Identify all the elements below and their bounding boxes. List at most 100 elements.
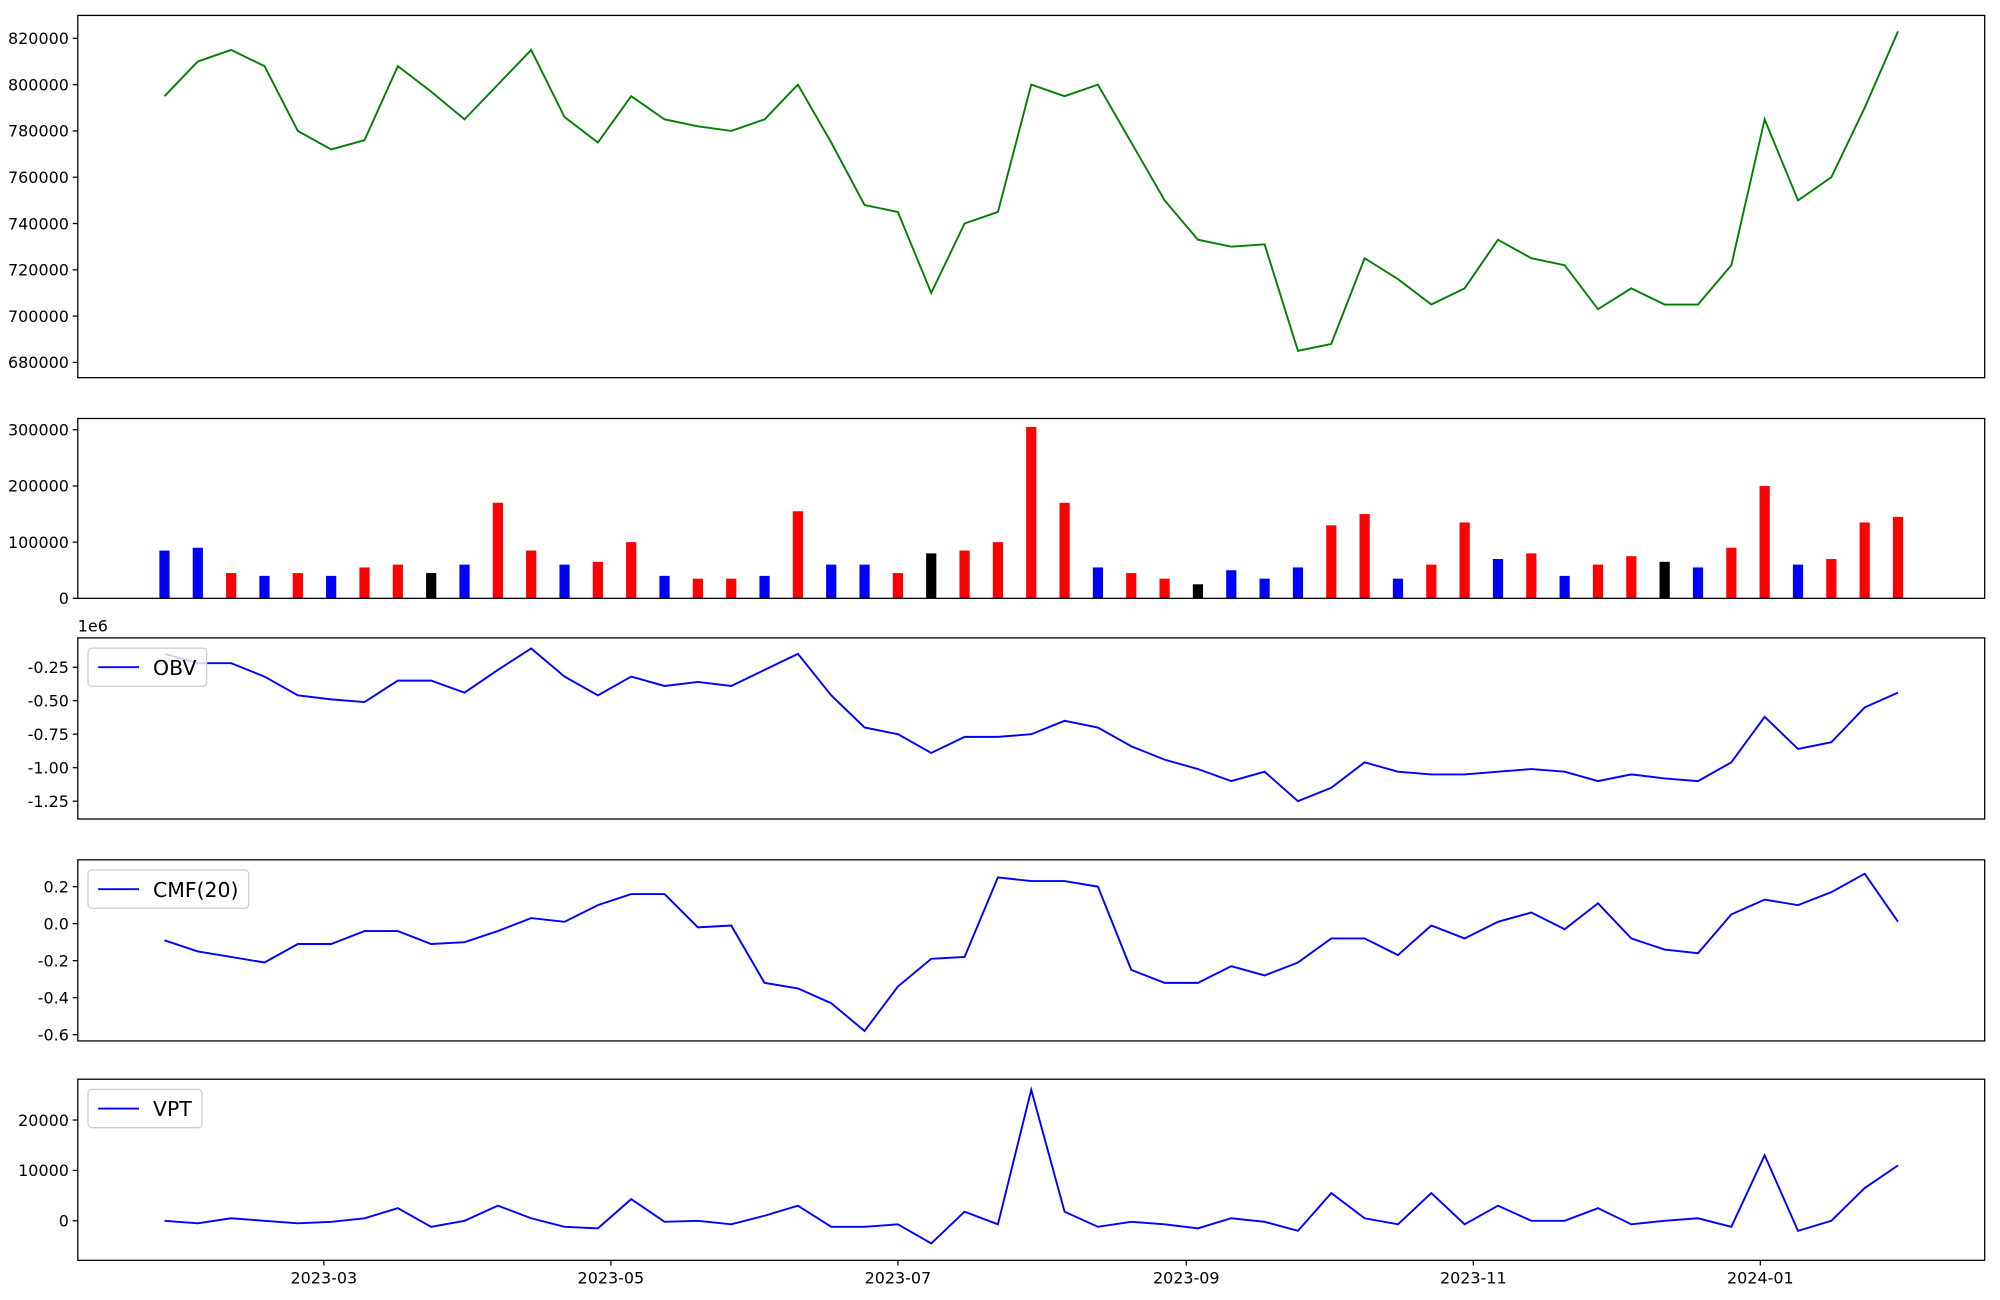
y-tick-label: 0.2 [44, 877, 69, 896]
volume-bar [992, 542, 1004, 599]
volume-bar [1726, 547, 1737, 599]
y-tick-label: 680000 [8, 353, 69, 372]
y-tick-label: 720000 [8, 261, 69, 280]
legend-label: VPT [153, 1097, 192, 1121]
volume-bar [1826, 559, 1837, 599]
y-tick-label: 20000 [18, 1111, 69, 1130]
y-tick-label: -1.25 [28, 792, 69, 811]
volume-bar [626, 542, 637, 599]
volume-bar [726, 578, 737, 599]
legend-box [87, 1088, 203, 1129]
volume-bar [1126, 573, 1137, 599]
volume-bar [426, 573, 437, 599]
x-tick-label: 2023-11 [1440, 1268, 1507, 1287]
plot-frame [77, 859, 1986, 1042]
plot-frame [77, 417, 1986, 599]
y-tick-label: 820000 [8, 29, 69, 48]
volume-bar [526, 550, 537, 599]
volume-bar [359, 567, 370, 599]
volume-bar [1092, 567, 1104, 599]
volume-bar [1626, 556, 1637, 599]
volume-bar [1359, 514, 1370, 599]
y-tick-label: -0.25 [28, 658, 69, 677]
y-tick-label: -0.2 [38, 951, 69, 970]
volume-bar [326, 575, 337, 599]
volume-bar [1159, 578, 1170, 599]
data-line [164, 647, 1899, 803]
volume-bar [492, 502, 503, 599]
legend-box [87, 869, 250, 909]
y-tick-label: 740000 [8, 214, 69, 233]
y-tick-label: -0.75 [28, 725, 69, 744]
volume-bar [592, 561, 603, 599]
volume-bar [1259, 578, 1270, 599]
volume-bar [1559, 575, 1570, 599]
y-tick-label: 780000 [8, 122, 69, 141]
plot-frame [77, 637, 1986, 820]
volume-bar [959, 550, 970, 599]
plot-frame [77, 1078, 1986, 1261]
x-tick-label: 2023-07 [865, 1268, 932, 1287]
y-tick-label: 200000 [8, 477, 69, 496]
volume-bar [159, 550, 170, 599]
y-tick-label: -0.4 [38, 988, 69, 1007]
volume-bar [1492, 559, 1504, 599]
volume-bar [1192, 584, 1204, 599]
y-tick-label: -0.6 [38, 1025, 69, 1044]
y-tick-label: 760000 [8, 168, 69, 187]
y-tick-label: -1.00 [28, 758, 69, 777]
volume-bar [1659, 561, 1670, 599]
volume-bar [1226, 570, 1237, 599]
volume-bar [1326, 525, 1337, 599]
volume-bar [1592, 564, 1604, 599]
y-tick-label: 0.0 [44, 914, 69, 933]
volume-bar [759, 575, 770, 599]
volume-bar [292, 573, 303, 599]
volume-bar [1792, 564, 1804, 599]
y-tick-label: 700000 [8, 307, 69, 326]
volume-bar [1059, 502, 1070, 599]
volume-bar [659, 575, 670, 599]
volume-bar [1692, 567, 1704, 599]
volume-bar [926, 553, 937, 599]
volume-bar [192, 547, 203, 599]
volume-bar [859, 564, 870, 599]
volume-bar [559, 564, 570, 599]
data-line [163, 31, 1899, 352]
volume-bar [392, 564, 403, 599]
volume-bar [692, 578, 703, 599]
volume-bar [1759, 485, 1770, 599]
volume-bar [1892, 516, 1904, 599]
volume-bar [826, 564, 837, 599]
y-tick-label: 0 [59, 1212, 69, 1231]
y-tick-label: 800000 [8, 75, 69, 94]
x-tick-label: 2023-03 [291, 1268, 358, 1287]
volume-bar [892, 573, 904, 599]
data-line [164, 1085, 1899, 1245]
y-tick-label: -0.50 [28, 691, 69, 710]
legend-box [87, 647, 208, 687]
volume-bar [459, 564, 470, 599]
y-tick-label: 10000 [18, 1161, 69, 1180]
volume-bar [1859, 522, 1870, 599]
volume-bar [226, 573, 237, 599]
volume-bar [1392, 578, 1404, 599]
volume-bar [1459, 522, 1470, 599]
data-line [164, 872, 1899, 1033]
legend-label: OBV [153, 656, 196, 680]
volume-bar [1026, 426, 1037, 599]
y-tick-label: 300000 [8, 420, 69, 439]
y-tick-label: 0 [59, 589, 69, 608]
volume-bar [792, 511, 803, 599]
legend-label: CMF(20) [153, 878, 238, 902]
offset-label: 1e6 [78, 617, 108, 636]
x-tick-label: 2023-09 [1153, 1268, 1220, 1287]
x-tick-label: 2023-05 [578, 1268, 645, 1287]
x-tick-label: 2024-01 [1727, 1268, 1794, 1287]
volume-bar [1292, 567, 1304, 599]
volume-bar [259, 575, 270, 599]
plot-frame [77, 14, 1986, 379]
volume-bar [1426, 564, 1437, 599]
